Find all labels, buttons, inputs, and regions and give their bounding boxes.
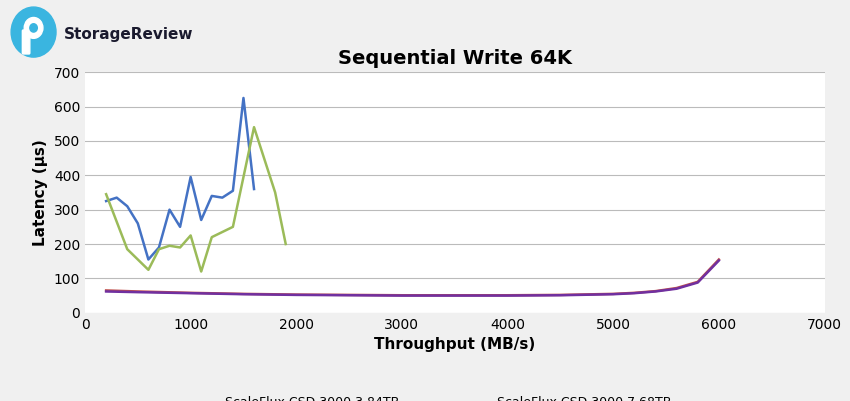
ScaleFlux CSD 3000 7.68TB 2:1 DR xyxy=(693,280,703,285)
Line: ScaleFlux CSD 3000 3.84B 2:1 DR: ScaleFlux CSD 3000 3.84B 2:1 DR xyxy=(106,259,719,295)
ScaleFlux CSD 3000 7.68TB xyxy=(164,243,174,248)
ScaleFlux CSD 3000 3.84B 2:1 DR xyxy=(672,286,682,290)
Circle shape xyxy=(30,24,37,32)
ScaleFlux CSD 3000 3.84B 2:1 DR xyxy=(629,290,639,295)
ScaleFlux CSD 3000 3.84B 2:1 DR xyxy=(238,292,248,296)
ScaleFlux CSD 3000 7.68TB xyxy=(185,233,196,238)
ScaleFlux CSD 3000 3.84TB xyxy=(238,95,248,100)
ScaleFlux CSD 3000 7.68TB 2:1 DR xyxy=(450,293,460,298)
ScaleFlux CSD 3000 3.84B 2:1 DR xyxy=(397,293,407,298)
ScaleFlux CSD 3000 7.68TB 2:1 DR xyxy=(672,286,682,291)
ScaleFlux CSD 3000 3.84TB xyxy=(101,198,111,203)
ScaleFlux CSD 3000 3.84B 2:1 DR xyxy=(650,289,660,294)
Circle shape xyxy=(24,18,42,38)
ScaleFlux CSD 3000 3.84B 2:1 DR xyxy=(693,279,703,284)
FancyBboxPatch shape xyxy=(22,30,30,54)
Title: Sequential Write 64K: Sequential Write 64K xyxy=(337,49,572,68)
Text: StorageReview: StorageReview xyxy=(64,26,193,42)
ScaleFlux CSD 3000 7.68TB xyxy=(122,247,133,251)
ScaleFlux CSD 3000 3.84B 2:1 DR xyxy=(608,292,618,296)
Legend: ScaleFlux CSD 3000 3.84TB, ScaleFlux CSD 3000 3.84B 2:1 DR, ScaleFlux CSD 3000 7: ScaleFlux CSD 3000 3.84TB, ScaleFlux CSD… xyxy=(187,391,722,401)
ScaleFlux CSD 3000 3.84TB xyxy=(175,225,185,229)
ScaleFlux CSD 3000 7.68TB xyxy=(144,267,154,272)
ScaleFlux CSD 3000 3.84B 2:1 DR xyxy=(185,290,196,295)
Line: ScaleFlux CSD 3000 7.68TB: ScaleFlux CSD 3000 7.68TB xyxy=(106,127,286,271)
ScaleFlux CSD 3000 7.68TB 2:1 DR xyxy=(555,293,565,298)
ScaleFlux CSD 3000 3.84TB xyxy=(185,174,196,179)
ScaleFlux CSD 3000 7.68TB xyxy=(101,192,111,196)
ScaleFlux CSD 3000 3.84TB xyxy=(196,218,207,223)
ScaleFlux CSD 3000 3.84B 2:1 DR xyxy=(502,293,513,298)
ScaleFlux CSD 3000 3.84TB xyxy=(122,204,133,209)
ScaleFlux CSD 3000 7.68TB xyxy=(280,242,291,247)
ScaleFlux CSD 3000 7.68TB 2:1 DR xyxy=(238,292,248,297)
ScaleFlux CSD 3000 7.68TB xyxy=(249,125,259,130)
Y-axis label: Latency (µs): Latency (µs) xyxy=(33,139,48,246)
ScaleFlux CSD 3000 7.68TB 2:1 DR xyxy=(714,258,724,263)
ScaleFlux CSD 3000 3.84TB xyxy=(218,195,228,200)
ScaleFlux CSD 3000 3.84B 2:1 DR xyxy=(555,292,565,297)
ScaleFlux CSD 3000 7.68TB 2:1 DR xyxy=(344,293,354,298)
ScaleFlux CSD 3000 3.84TB xyxy=(249,186,259,191)
ScaleFlux CSD 3000 3.84TB xyxy=(111,195,122,200)
ScaleFlux CSD 3000 3.84TB xyxy=(228,188,238,193)
ScaleFlux CSD 3000 3.84TB xyxy=(207,194,217,198)
ScaleFlux CSD 3000 3.84TB xyxy=(133,221,143,226)
ScaleFlux CSD 3000 3.84B 2:1 DR xyxy=(101,288,111,293)
ScaleFlux CSD 3000 7.68TB xyxy=(270,190,280,195)
ScaleFlux CSD 3000 3.84TB xyxy=(144,257,154,262)
Line: ScaleFlux CSD 3000 3.84TB: ScaleFlux CSD 3000 3.84TB xyxy=(106,98,254,259)
ScaleFlux CSD 3000 7.68TB 2:1 DR xyxy=(101,289,111,294)
ScaleFlux CSD 3000 7.68TB 2:1 DR xyxy=(650,289,660,294)
ScaleFlux CSD 3000 3.84TB xyxy=(164,207,174,212)
ScaleFlux CSD 3000 7.68TB xyxy=(175,245,185,250)
ScaleFlux CSD 3000 7.68TB 2:1 DR xyxy=(397,293,407,298)
ScaleFlux CSD 3000 7.68TB xyxy=(154,247,164,251)
ScaleFlux CSD 3000 3.84B 2:1 DR xyxy=(133,289,143,294)
ScaleFlux CSD 3000 7.68TB 2:1 DR xyxy=(502,293,513,298)
ScaleFlux CSD 3000 7.68TB xyxy=(228,225,238,229)
X-axis label: Throughput (MB/s): Throughput (MB/s) xyxy=(374,337,536,352)
ScaleFlux CSD 3000 3.84B 2:1 DR xyxy=(450,293,460,298)
ScaleFlux CSD 3000 7.68TB 2:1 DR xyxy=(292,292,302,297)
ScaleFlux CSD 3000 7.68TB xyxy=(207,235,217,239)
Line: ScaleFlux CSD 3000 7.68TB 2:1 DR: ScaleFlux CSD 3000 7.68TB 2:1 DR xyxy=(106,261,719,296)
ScaleFlux CSD 3000 7.68TB 2:1 DR xyxy=(608,292,618,297)
Circle shape xyxy=(11,7,56,57)
ScaleFlux CSD 3000 7.68TB 2:1 DR xyxy=(629,291,639,296)
ScaleFlux CSD 3000 7.68TB 2:1 DR xyxy=(185,291,196,296)
ScaleFlux CSD 3000 3.84B 2:1 DR xyxy=(714,257,724,262)
ScaleFlux CSD 3000 3.84TB xyxy=(154,245,164,250)
ScaleFlux CSD 3000 7.68TB xyxy=(196,269,207,274)
ScaleFlux CSD 3000 3.84B 2:1 DR xyxy=(344,292,354,297)
ScaleFlux CSD 3000 7.68TB 2:1 DR xyxy=(133,290,143,295)
ScaleFlux CSD 3000 3.84B 2:1 DR xyxy=(292,292,302,297)
